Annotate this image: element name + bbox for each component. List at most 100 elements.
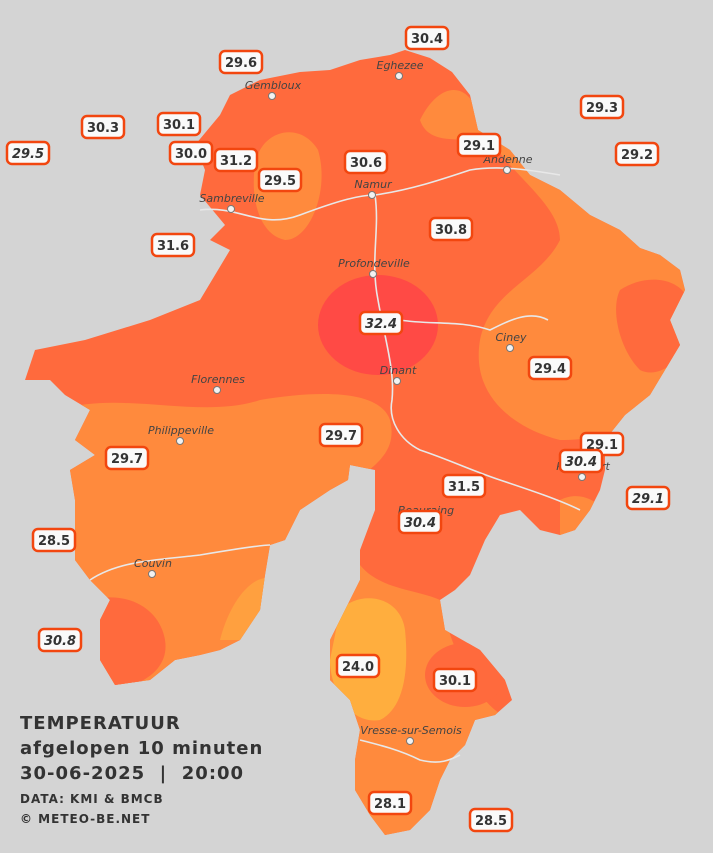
- station-box: [428, 216, 474, 242]
- station: 29.7: [318, 422, 364, 448]
- station-box: [257, 167, 303, 193]
- station-value: 30.3: [87, 121, 119, 136]
- station: 30.0: [168, 140, 214, 166]
- zone-warm: [616, 279, 685, 373]
- town-dot: [393, 377, 401, 385]
- station: 29.4: [527, 355, 573, 381]
- station-box: [404, 25, 450, 51]
- station-box: [168, 140, 214, 166]
- station-box: [156, 111, 202, 137]
- station-box: [367, 790, 413, 816]
- station-value: 31.6: [157, 239, 189, 254]
- station-box: [432, 667, 478, 693]
- station: 28.5: [468, 807, 514, 833]
- station: 30.4: [397, 509, 443, 535]
- town-dot: [176, 437, 184, 445]
- town-dot: [506, 344, 514, 352]
- town-label: Gembloux: [245, 79, 302, 92]
- station: 30.4: [558, 448, 604, 474]
- station: 31.5: [441, 473, 487, 499]
- town-label: Ciney: [496, 331, 527, 344]
- town-dot: [503, 166, 511, 174]
- town-label: Philippeville: [148, 424, 214, 437]
- zone-mild: [560, 496, 610, 540]
- station-value: 29.1: [632, 492, 664, 507]
- station-box: [625, 485, 671, 511]
- station-value: 31.5: [448, 480, 480, 495]
- station-value: 30.6: [350, 156, 382, 171]
- town-label: Vresse-sur-Semois: [360, 724, 462, 737]
- stations: 30.4 29.6 29.3 30.3 30.1 29.5 30.0 31.2 30.6 29.1…: [5, 25, 671, 833]
- station-value: 29.2: [621, 148, 653, 163]
- station-box: [318, 422, 364, 448]
- town-dot: [213, 386, 221, 394]
- station-box: [579, 94, 625, 120]
- town-dot: [148, 570, 156, 578]
- station-value: 32.4: [365, 317, 397, 332]
- station: 30.6: [343, 149, 389, 175]
- station-value: 30.1: [163, 118, 195, 133]
- town-dot: [578, 473, 586, 481]
- station-value: 29.3: [586, 101, 618, 116]
- station: 28.1: [367, 790, 413, 816]
- station-value: 30.8: [44, 634, 76, 649]
- town-label: Florennes: [191, 373, 245, 386]
- town-label: Sambreville: [199, 192, 264, 205]
- town-label: Dinant: [380, 364, 417, 377]
- station: 30.1: [432, 667, 478, 693]
- station-value: 28.5: [38, 534, 70, 549]
- station-box: [37, 627, 83, 653]
- credit: DATA: KMI & BMCB: [20, 792, 164, 806]
- station: 29.2: [614, 141, 660, 167]
- town-dot: [227, 205, 235, 213]
- town-label: Namur: [354, 178, 393, 191]
- station-box: [456, 132, 502, 158]
- station: 30.8: [37, 627, 83, 653]
- station-box: [468, 807, 514, 833]
- station: 28.5: [31, 527, 77, 553]
- station-box: [335, 653, 381, 679]
- station: 29.1: [625, 485, 671, 511]
- station: 30.8: [428, 216, 474, 242]
- town-dot: [369, 270, 377, 278]
- station-box: [218, 49, 264, 75]
- station-value: 30.4: [404, 516, 436, 531]
- station-box: [441, 473, 487, 499]
- station: 31.2: [213, 147, 259, 173]
- river: [359, 739, 461, 763]
- town-label: Profondeville: [338, 257, 410, 270]
- station-value: 29.4: [534, 362, 566, 377]
- station-value: 30.8: [435, 223, 467, 238]
- station-value: 31.2: [220, 154, 252, 169]
- station-value: 30.1: [439, 674, 471, 689]
- town-dot: [395, 72, 403, 80]
- station-box: [343, 149, 389, 175]
- station-box: [527, 355, 573, 381]
- town-dot: [406, 737, 414, 745]
- town-label: Eghezee: [377, 59, 424, 72]
- station: 31.6: [150, 232, 196, 258]
- station-value: 30.4: [411, 32, 443, 47]
- station: 32.4: [358, 310, 404, 336]
- station-value: 29.7: [111, 452, 143, 467]
- station: 29.7: [104, 445, 150, 471]
- station-value: 28.1: [374, 797, 406, 812]
- station-box: [80, 114, 126, 140]
- map-datetime: 30-06-2025 | 20:00: [20, 763, 244, 784]
- station-value: 29.1: [463, 139, 495, 154]
- station: 24.0: [335, 653, 381, 679]
- station-value: 29.7: [325, 429, 357, 444]
- station: 29.5: [5, 140, 51, 166]
- station-value: 29.6: [225, 56, 257, 71]
- station-box: [558, 448, 604, 474]
- station-box: [5, 140, 51, 166]
- station-box: [358, 310, 404, 336]
- station-value: 24.0: [342, 660, 374, 675]
- station-value: 28.5: [475, 814, 507, 829]
- station-value: 30.4: [565, 455, 597, 470]
- station: 30.4: [404, 25, 450, 51]
- station: 30.1: [156, 111, 202, 137]
- station: 29.6: [218, 49, 264, 75]
- station-box: [104, 445, 150, 471]
